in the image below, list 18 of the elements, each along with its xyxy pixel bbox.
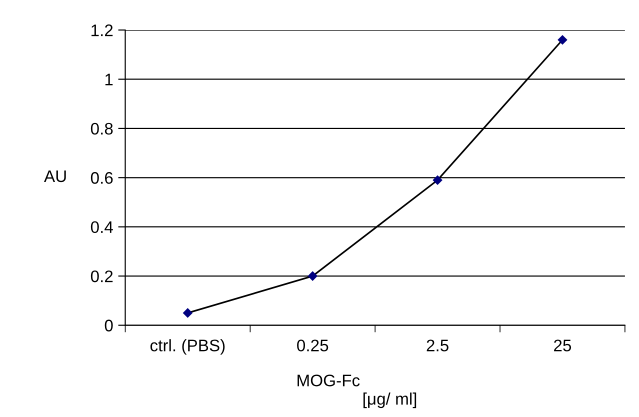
y-axis-title: AU — [44, 170, 66, 182]
y-tick-label: 0.4 — [90, 221, 113, 234]
x-tick-label: ctrl. (PBS) — [150, 339, 225, 355]
point — [432, 175, 442, 185]
y-tick-label: 0.2 — [90, 270, 113, 282]
x-tick-label: 2.5 — [426, 340, 448, 352]
text: [μg/ ml] — [363, 392, 416, 408]
point — [558, 35, 568, 44]
y-tick-label: 0.8 — [90, 122, 113, 135]
y-tick-label: 0.6 — [90, 172, 113, 184]
point — [183, 308, 192, 318]
x-tick-label: 25 — [554, 340, 572, 352]
x-tick-label: 0.25 — [297, 340, 328, 352]
x-axis-title: MOG-Fc — [298, 374, 360, 386]
y-tick-label: 1.2 — [92, 24, 113, 36]
point — [308, 271, 318, 281]
y-tick-label: 0 — [104, 320, 113, 332]
y-tick-label: 1 — [105, 74, 113, 86]
